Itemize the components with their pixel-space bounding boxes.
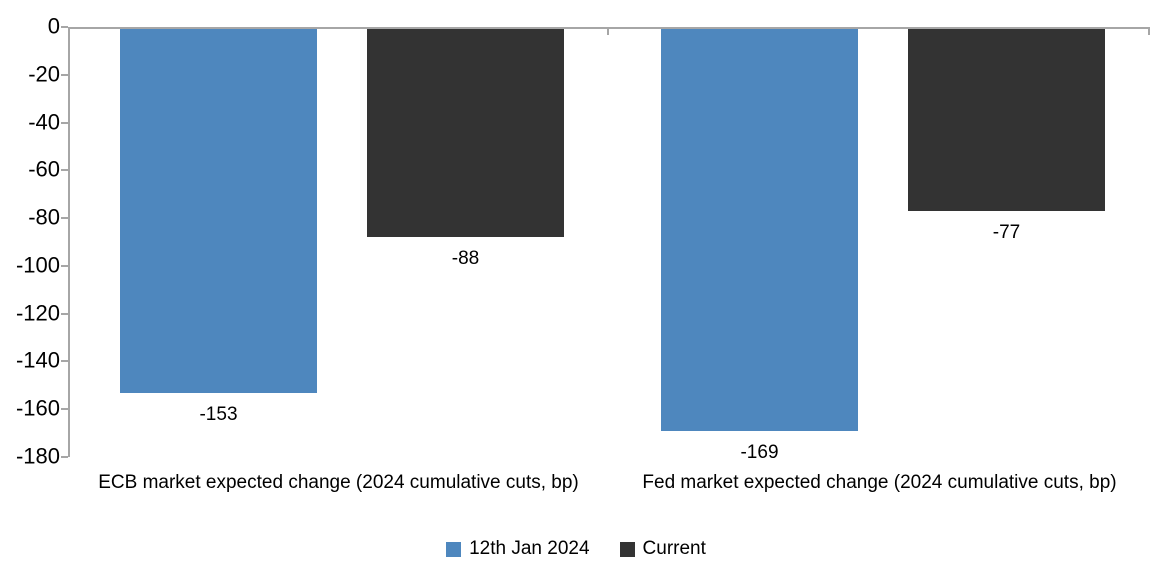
y-axis-tick <box>61 73 68 76</box>
y-tick-label: -160 <box>15 395 60 421</box>
y-axis-line <box>68 27 70 457</box>
legend: 12th Jan 2024 Current <box>0 538 1152 560</box>
bar-jan-ecb <box>120 27 317 393</box>
y-tick-label: 0 <box>47 13 60 39</box>
y-tick-label: -80 <box>28 204 60 230</box>
y-tick-label: -60 <box>28 156 60 182</box>
y-tick-label: -20 <box>28 61 60 87</box>
legend-swatch-blue-icon <box>446 541 462 557</box>
y-axis-tick <box>61 456 68 458</box>
bar-data-label: -169 <box>740 441 779 463</box>
bar-data-label: -77 <box>992 221 1021 243</box>
y-axis-tick <box>61 312 68 315</box>
bar-current-ecb <box>367 27 564 238</box>
y-tick-label: -40 <box>28 109 60 135</box>
legend-item-current: Current <box>619 538 706 560</box>
y-axis-tick <box>61 264 68 267</box>
y-axis-tick <box>61 360 68 363</box>
y-tick-label: -180 <box>15 443 60 469</box>
category-label: Fed market expected change (2024 cumulat… <box>642 472 1117 493</box>
legend-label: Current <box>642 538 706 559</box>
category-label: ECB market expected change (2024 cumulat… <box>98 472 579 493</box>
bar-current-fed <box>908 27 1105 211</box>
y-axis-tick <box>61 217 68 220</box>
y-tick-label: -140 <box>15 347 60 373</box>
y-tick-label: -120 <box>15 300 60 326</box>
category-axis-tick <box>607 27 609 35</box>
y-axis-tick <box>61 169 68 172</box>
x-axis-zero-line <box>68 27 1150 29</box>
category-axis-tick <box>1148 27 1150 35</box>
y-axis-tick <box>61 26 68 28</box>
bar-jan-fed <box>661 27 858 431</box>
y-axis-tick <box>61 408 68 411</box>
y-tick-label: -100 <box>15 252 60 278</box>
legend-swatch-dark-icon <box>619 541 635 557</box>
y-axis-tick <box>61 121 68 124</box>
legend-item-12th-jan-2024: 12th Jan 2024 <box>446 538 590 560</box>
legend-label: 12th Jan 2024 <box>469 538 590 559</box>
bar-data-label: -88 <box>451 248 480 270</box>
bar-data-label: -153 <box>199 403 238 425</box>
